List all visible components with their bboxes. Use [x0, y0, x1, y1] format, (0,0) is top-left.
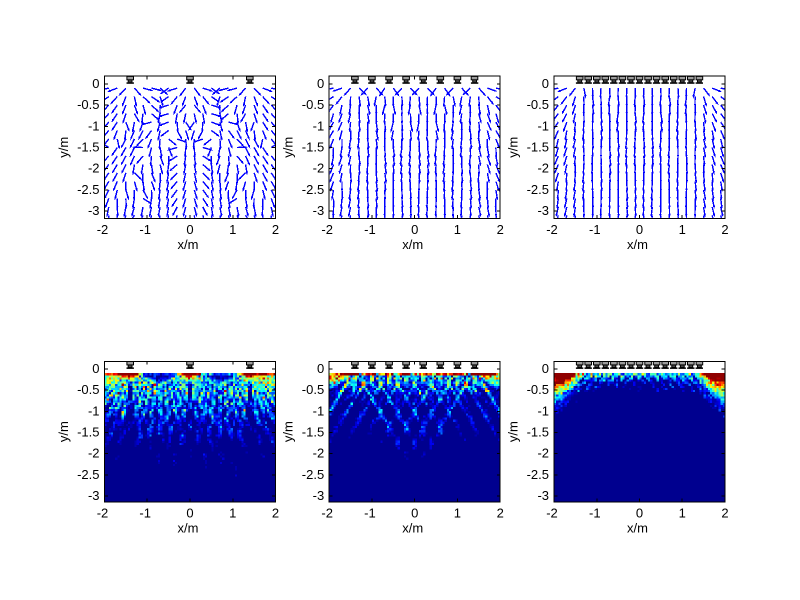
svg-text:-1.5: -1.5: [302, 140, 324, 155]
svg-text:-1.5: -1.5: [77, 140, 99, 155]
svg-text:x/m: x/m: [627, 521, 648, 536]
svg-text:0: 0: [636, 222, 643, 237]
svg-text:-1: -1: [537, 403, 549, 418]
svg-text:-2: -2: [546, 222, 558, 237]
svg-text:-1: -1: [139, 222, 151, 237]
svg-text:-2: -2: [537, 161, 549, 176]
svg-text:-2: -2: [88, 446, 100, 461]
svg-text:1: 1: [454, 222, 461, 237]
svg-text:-3: -3: [313, 203, 325, 218]
svg-text:0: 0: [186, 506, 193, 521]
svg-text:-2.5: -2.5: [302, 467, 324, 482]
svg-text:-0.5: -0.5: [302, 382, 324, 397]
svg-text:-2: -2: [313, 161, 325, 176]
svg-text:1: 1: [679, 222, 686, 237]
svg-text:-1: -1: [88, 403, 100, 418]
svg-text:-3: -3: [537, 203, 549, 218]
svg-text:x/m: x/m: [627, 237, 648, 252]
svg-text:x/m: x/m: [178, 237, 199, 252]
svg-text:0: 0: [92, 76, 99, 91]
svg-text:-0.5: -0.5: [77, 97, 99, 112]
svg-text:-1: -1: [364, 222, 376, 237]
svg-text:1: 1: [679, 506, 686, 521]
svg-text:2: 2: [721, 222, 728, 237]
svg-text:x/m: x/m: [178, 521, 199, 536]
svg-text:0: 0: [542, 361, 549, 376]
svg-text:-2: -2: [546, 506, 558, 521]
svg-text:0: 0: [186, 222, 193, 237]
svg-text:-2: -2: [97, 506, 109, 521]
svg-text:y/m: y/m: [56, 421, 71, 442]
svg-text:0: 0: [542, 76, 549, 91]
svg-text:0: 0: [411, 506, 418, 521]
svg-text:-2.5: -2.5: [302, 182, 324, 197]
svg-text:0: 0: [411, 222, 418, 237]
svg-text:0: 0: [317, 361, 324, 376]
svg-text:-2.5: -2.5: [527, 182, 549, 197]
svg-text:y/m: y/m: [281, 137, 296, 158]
svg-text:-2.5: -2.5: [527, 467, 549, 482]
svg-text:-2.5: -2.5: [77, 467, 99, 482]
svg-text:x/m: x/m: [402, 521, 423, 536]
svg-text:2: 2: [272, 222, 279, 237]
svg-text:-2: -2: [313, 446, 325, 461]
svg-text:-1: -1: [139, 506, 151, 521]
svg-text:y/m: y/m: [505, 137, 520, 158]
svg-text:-1: -1: [589, 506, 601, 521]
svg-text:-0.5: -0.5: [77, 382, 99, 397]
svg-text:2: 2: [721, 506, 728, 521]
svg-text:-0.5: -0.5: [302, 97, 324, 112]
svg-text:-1: -1: [364, 506, 376, 521]
svg-text:0: 0: [92, 361, 99, 376]
svg-text:0: 0: [317, 76, 324, 91]
svg-text:2: 2: [497, 506, 504, 521]
svg-text:-0.5: -0.5: [527, 97, 549, 112]
svg-text:-1.5: -1.5: [527, 425, 549, 440]
svg-text:-2: -2: [97, 222, 109, 237]
svg-text:-3: -3: [313, 488, 325, 503]
svg-text:-2.5: -2.5: [77, 182, 99, 197]
svg-text:0: 0: [636, 506, 643, 521]
svg-text:-1.5: -1.5: [77, 425, 99, 440]
svg-text:-1: -1: [313, 118, 325, 133]
svg-text:-2: -2: [321, 222, 333, 237]
svg-text:y/m: y/m: [281, 421, 296, 442]
svg-text:1: 1: [454, 506, 461, 521]
svg-text:1: 1: [229, 222, 236, 237]
svg-text:-1: -1: [313, 403, 325, 418]
svg-text:2: 2: [497, 222, 504, 237]
svg-text:-1: -1: [589, 222, 601, 237]
svg-text:-3: -3: [88, 488, 100, 503]
svg-text:1: 1: [229, 506, 236, 521]
svg-text:-1: -1: [88, 118, 100, 133]
svg-text:-0.5: -0.5: [527, 382, 549, 397]
svg-text:-3: -3: [88, 203, 100, 218]
svg-text:-1.5: -1.5: [302, 425, 324, 440]
svg-text:y/m: y/m: [56, 137, 71, 158]
svg-text:-3: -3: [537, 488, 549, 503]
svg-text:-2: -2: [537, 446, 549, 461]
svg-text:-1.5: -1.5: [527, 140, 549, 155]
svg-text:2: 2: [272, 506, 279, 521]
svg-text:-2: -2: [88, 161, 100, 176]
svg-text:x/m: x/m: [402, 237, 423, 252]
svg-text:-2: -2: [321, 506, 333, 521]
svg-text:-1: -1: [537, 118, 549, 133]
svg-text:y/m: y/m: [505, 421, 520, 442]
